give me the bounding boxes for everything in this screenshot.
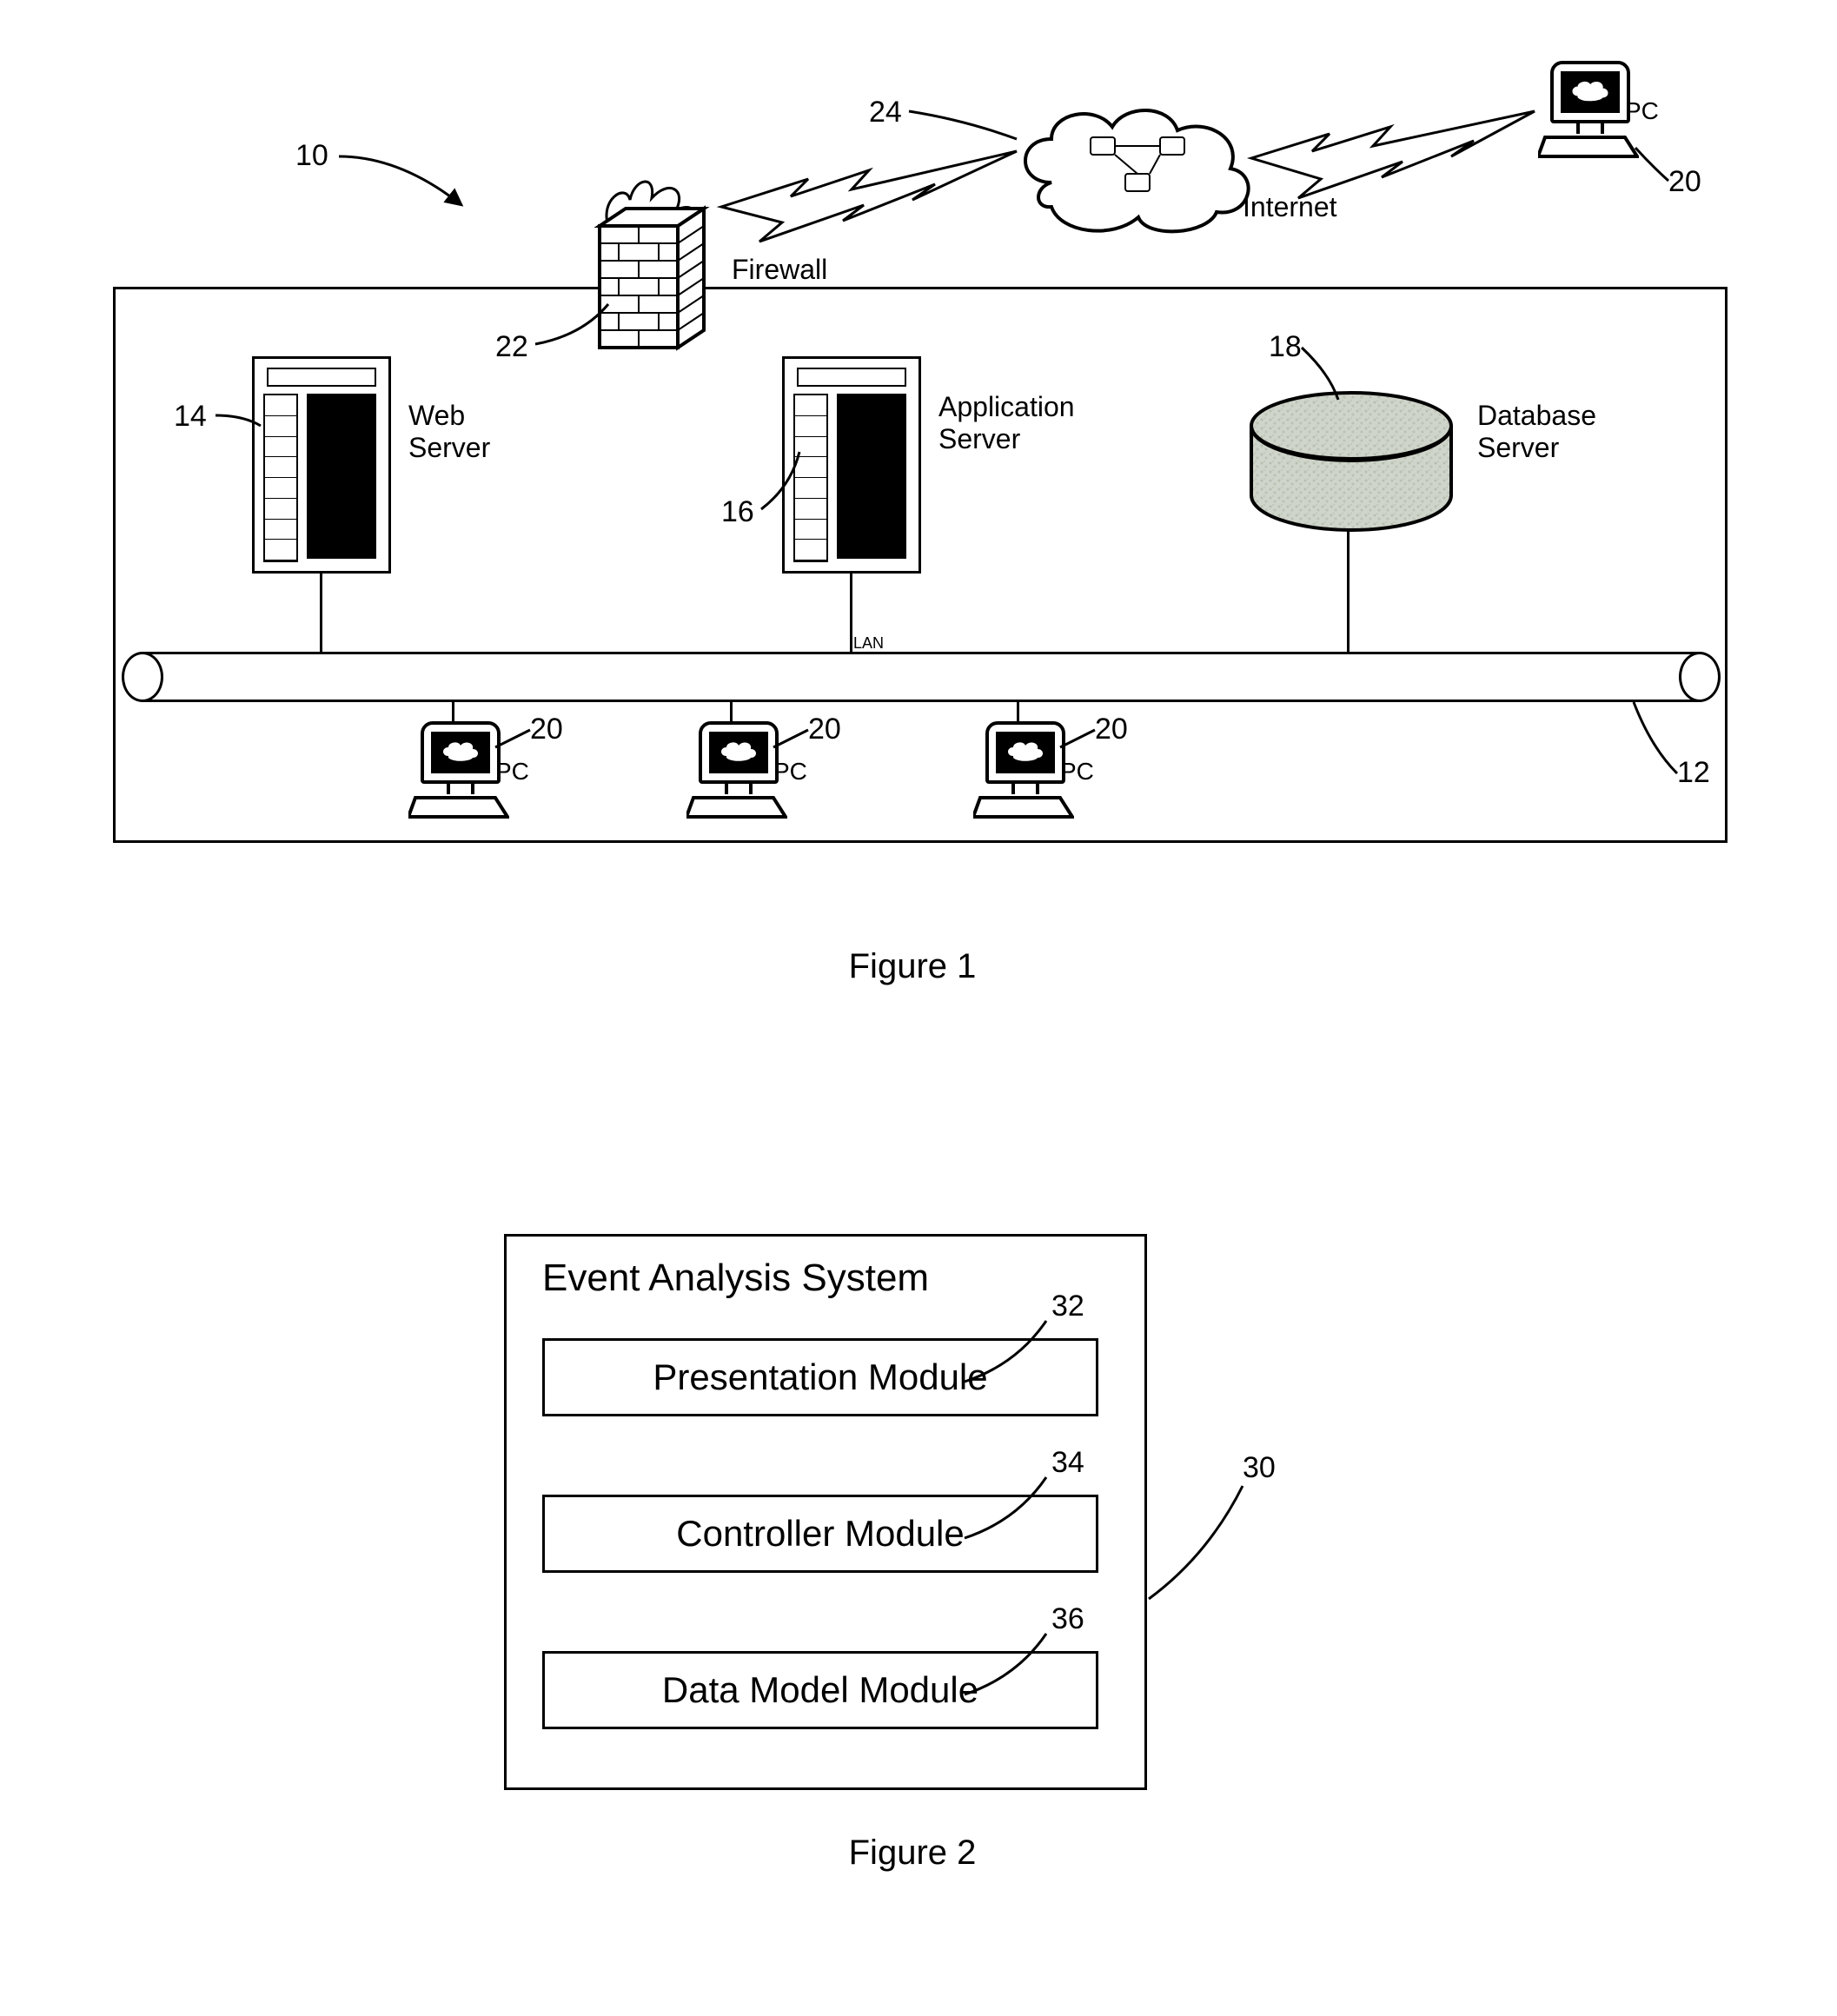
ref-14: 14 bbox=[174, 400, 207, 434]
database-server-label: Database Server bbox=[1477, 400, 1616, 464]
web-server-label: Web Server bbox=[408, 400, 521, 464]
ref-22: 22 bbox=[495, 330, 528, 364]
pc1-line bbox=[452, 702, 454, 721]
keyboard-icon bbox=[973, 794, 1074, 820]
lan-pipe bbox=[122, 652, 1721, 702]
db-cylinder-icon bbox=[1243, 391, 1460, 539]
ref-16: 16 bbox=[721, 495, 754, 529]
pc-monitor bbox=[421, 721, 501, 784]
application-server-label: Application Server bbox=[938, 391, 1095, 455]
presentation-module: Presentation Module bbox=[542, 1338, 1098, 1416]
cloud-icon bbox=[440, 739, 481, 763]
cloud-icon bbox=[1569, 78, 1611, 103]
pc-1: PC bbox=[408, 721, 513, 825]
lan-label: LAN bbox=[853, 634, 884, 653]
pc-neck bbox=[1011, 784, 1039, 794]
ref-20b: 20 bbox=[808, 713, 841, 746]
pc-label: PC bbox=[495, 758, 529, 786]
server-top bbox=[797, 368, 906, 387]
database-server bbox=[1243, 391, 1460, 530]
pc-monitor bbox=[1550, 61, 1630, 123]
application-server bbox=[782, 356, 921, 574]
figure-2: Event Analysis System Presentation Modul… bbox=[504, 1234, 1286, 1842]
server-body bbox=[782, 356, 921, 574]
pc3-line bbox=[1017, 702, 1019, 721]
server-top bbox=[267, 368, 376, 387]
ref-12: 12 bbox=[1677, 756, 1710, 790]
ref-20a: 20 bbox=[530, 713, 563, 746]
controller-module: Controller Module bbox=[542, 1495, 1098, 1573]
keyboard-icon bbox=[686, 794, 787, 820]
lan-pipe-end-left bbox=[122, 652, 163, 702]
cloud-icon bbox=[1005, 739, 1046, 763]
data-model-module: Data Model Module bbox=[542, 1651, 1098, 1729]
ref-36: 36 bbox=[1051, 1602, 1084, 1636]
ref-10: 10 bbox=[295, 139, 328, 173]
pc-label: PC bbox=[1060, 758, 1094, 786]
internet-label: Internet bbox=[1243, 191, 1337, 223]
ref-34: 34 bbox=[1051, 1446, 1084, 1480]
server-body bbox=[252, 356, 391, 574]
pc-neck bbox=[1576, 123, 1604, 134]
server-panel bbox=[793, 394, 828, 562]
ref-32: 32 bbox=[1051, 1290, 1084, 1323]
pc-external: PC bbox=[1538, 61, 1642, 164]
cloud-icon bbox=[718, 739, 759, 763]
web-server-drop bbox=[320, 574, 322, 652]
figure-1-caption: Figure 1 bbox=[782, 947, 1043, 986]
page: LAN Web Server bbox=[0, 0, 1837, 2016]
lan-pipe-body bbox=[143, 652, 1700, 702]
ref-20d: 20 bbox=[1668, 165, 1701, 199]
pc-label: PC bbox=[773, 758, 807, 786]
controller-module-label: Controller Module bbox=[676, 1513, 965, 1555]
pc-label: PC bbox=[1625, 97, 1659, 125]
web-server bbox=[252, 356, 391, 574]
pc-neck bbox=[447, 784, 474, 794]
cloud-icon bbox=[1008, 87, 1269, 243]
keyboard-icon bbox=[1538, 134, 1639, 160]
pc-monitor bbox=[699, 721, 779, 784]
keyboard-icon bbox=[408, 794, 509, 820]
db-server-drop bbox=[1347, 530, 1350, 652]
pc-3: PC bbox=[973, 721, 1078, 825]
figure-2-caption: Figure 2 bbox=[782, 1834, 1043, 1873]
firewall-icon bbox=[582, 174, 721, 356]
pc2-line bbox=[730, 702, 733, 721]
server-screen bbox=[307, 394, 376, 559]
presentation-module-label: Presentation Module bbox=[653, 1356, 987, 1398]
server-panel bbox=[263, 394, 298, 562]
ref-18: 18 bbox=[1269, 330, 1302, 364]
ref-24: 24 bbox=[869, 96, 902, 129]
firewall-label: Firewall bbox=[732, 254, 827, 286]
internet-cloud bbox=[1008, 87, 1269, 248]
figure-1: LAN Web Server bbox=[113, 61, 1729, 912]
event-analysis-system-title: Event Analysis System bbox=[542, 1257, 929, 1300]
data-model-module-label: Data Model Module bbox=[662, 1669, 978, 1711]
pc-monitor bbox=[985, 721, 1065, 784]
ref-30: 30 bbox=[1243, 1451, 1276, 1485]
lan-pipe-end-right bbox=[1679, 652, 1721, 702]
pc-neck bbox=[725, 784, 753, 794]
ref-20c: 20 bbox=[1095, 713, 1128, 746]
app-server-drop bbox=[850, 574, 852, 652]
pc-2: PC bbox=[686, 721, 791, 825]
server-screen bbox=[837, 394, 906, 559]
firewall bbox=[582, 174, 721, 361]
